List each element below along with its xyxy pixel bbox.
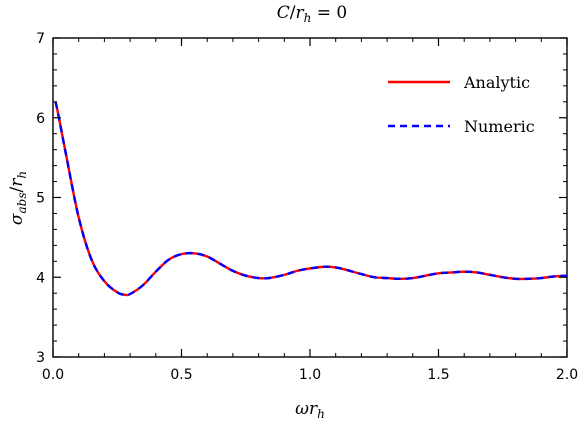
legend-label-numeric: Numeric	[464, 117, 535, 136]
y-tick-label: 7	[36, 31, 45, 47]
series-line-analytic	[54, 101, 568, 297]
legend-label-analytic: Analytic	[463, 73, 530, 92]
x-axis-label: ωrh​	[295, 399, 325, 421]
x-tick-label: 2.0	[556, 367, 578, 383]
y-tick-label: 4	[36, 270, 45, 286]
x-tick-label: 0.0	[42, 367, 64, 383]
title-text: C/rh​ = 0	[277, 3, 348, 25]
legend: Analytic Numeric	[388, 73, 535, 136]
y-tick-label: 5	[36, 191, 45, 207]
y-axis-label: σabs​/rh​	[7, 171, 29, 225]
axis-ticks: 0.0 0.5 1.0 1.5 2.0 3 4 5 6 7	[36, 31, 578, 383]
x-tick-label: 1.0	[299, 367, 321, 383]
series-group	[54, 101, 568, 297]
x-tick-label: 1.5	[427, 367, 449, 383]
y-tick-label: 6	[36, 111, 45, 127]
chart-title: C/rh​ = 0	[277, 3, 348, 25]
x-tick-label: 0.5	[170, 367, 192, 383]
y-tick-label: 3	[36, 350, 45, 366]
axis-labels: ωrh​ σabs​/rh​	[7, 171, 325, 421]
